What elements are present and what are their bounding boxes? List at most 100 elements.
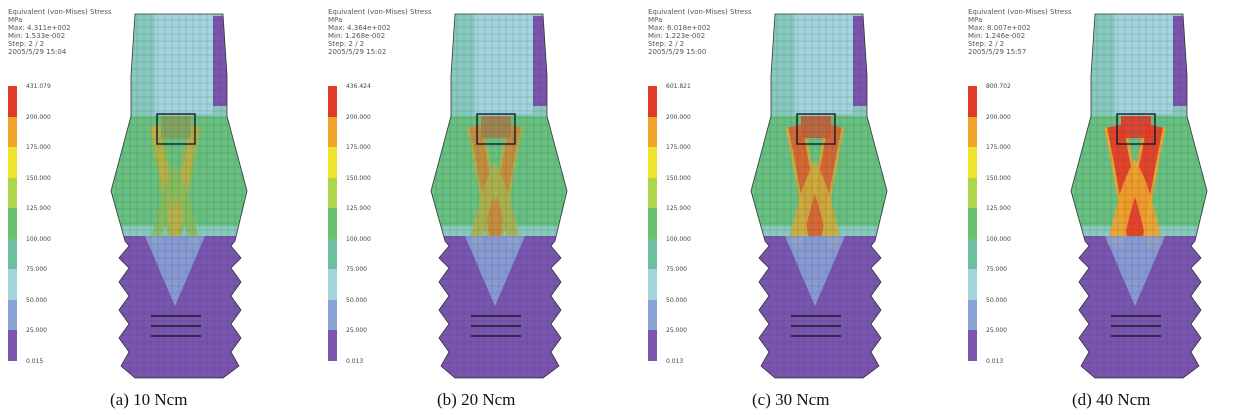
legend-header-line: Min: 1.268e-002: [328, 32, 386, 40]
screw-outline: [471, 113, 521, 337]
legend-swatch: [328, 238, 337, 269]
legend-swatch: [8, 269, 17, 300]
legend-header-line: 2005/5/29 15:57: [968, 48, 1027, 56]
legend-header-line: 2005/5/29 15:00: [648, 48, 707, 56]
panel-caption: (a) 10 Ncm: [110, 390, 188, 409]
legend-header-line: Max: 4.311e+002: [8, 24, 71, 32]
legend-swatch: [8, 86, 17, 117]
legend-header: Equivalent (von-Mises) Stress MPa Max: 8.0…: [968, 8, 1072, 56]
legend-swatch: [328, 86, 337, 117]
legend-header-line: Max: 8.007e+002: [968, 24, 1031, 32]
stress-region-edge: [853, 16, 867, 106]
legend-header-line: MPa: [648, 16, 663, 24]
legend-swatch: [968, 269, 977, 300]
fe-stress-model: [1070, 13, 1208, 379]
legend-tick-label: 0.013: [346, 357, 364, 365]
stress-panel: Equivalent (von-Mises) Stress MPa Max: 6.0…: [640, 0, 950, 415]
stress-region-cone: [785, 236, 845, 306]
legend-swatch: [648, 269, 657, 300]
legend-tick-label: 150.000: [666, 174, 691, 182]
legend-tick-label: 150.000: [26, 174, 51, 182]
legend-tick-label: 75.000: [346, 266, 367, 273]
legend-tick-label: 100.000: [346, 235, 371, 243]
legend-tick-label: 0.013: [666, 357, 684, 365]
legend-swatch: [968, 147, 977, 178]
stress-hotspot: [801, 116, 831, 138]
legend-tick-label: 200.000: [986, 113, 1011, 121]
legend-header-line: Min: 1.246e-002: [968, 32, 1026, 40]
legend-tick-label: 125.000: [346, 205, 371, 212]
legend-swatch: [8, 330, 17, 361]
legend-swatch: [8, 238, 17, 269]
legend-tick-label: 175.000: [986, 144, 1011, 151]
legend-swatch: [648, 238, 657, 269]
legend-tick-label: 25.000: [986, 327, 1007, 334]
legend-header-line: MPa: [968, 16, 983, 24]
legend-header-line: Equivalent (von-Mises) Stress: [328, 8, 432, 16]
legend-tick-label: 200.000: [26, 113, 51, 121]
stress-region-cone: [465, 236, 525, 306]
legend-header-line: Min: 1.223e-002: [648, 32, 706, 40]
legend-tick-label: 50.000: [346, 296, 367, 304]
legend-tick-label: 601.821: [666, 83, 691, 90]
stress-panel: Equivalent (von-Mises) Stress MPa Max: 4.3…: [0, 0, 310, 415]
stress-concentration: [1107, 158, 1163, 248]
legend-swatch: [328, 208, 337, 239]
legend-header-line: Equivalent (von-Mises) Stress: [648, 8, 752, 16]
legend-swatch: [648, 86, 657, 117]
legend-swatch: [648, 299, 657, 330]
legend-header-line: Step: 2 / 2: [968, 40, 1005, 48]
legend-header-line: Step: 2 / 2: [8, 40, 45, 48]
legend-tick-label: 75.000: [986, 266, 1007, 273]
legend-tick-label: 75.000: [26, 266, 47, 273]
stress-region-bore: [795, 14, 853, 114]
legend-tick-label: 175.000: [346, 144, 371, 151]
stress-region-bore: [1115, 14, 1173, 114]
legend-swatch: [328, 299, 337, 330]
legend-swatch: [8, 208, 17, 239]
legend-header-line: 2005/5/29 15:04: [8, 48, 67, 56]
legend-swatch: [328, 147, 337, 178]
legend-swatch: [648, 147, 657, 178]
stress-region-bore: [155, 14, 213, 114]
legend-tick-label: 800.702: [986, 83, 1011, 90]
legend-swatch: [328, 177, 337, 208]
legend-tick-label: 200.000: [346, 113, 371, 121]
legend-tick-label: 25.000: [26, 327, 47, 334]
legend-tick-label: 75.000: [666, 266, 687, 273]
legend-header-line: Equivalent (von-Mises) Stress: [968, 8, 1072, 16]
legend-swatch: [8, 299, 17, 330]
screw-outline: [791, 113, 841, 337]
stress-hotspot: [1121, 116, 1151, 138]
legend-swatch: [648, 208, 657, 239]
legend-tick-label: 125.000: [986, 205, 1011, 212]
legend-header: Equivalent (von-Mises) Stress MPa Max: 6.0…: [648, 8, 752, 56]
legend-swatch: [328, 116, 337, 147]
legend-header-line: Step: 2 / 2: [328, 40, 365, 48]
legend-tick-label: 100.000: [26, 235, 51, 243]
legend-swatch: [648, 116, 657, 147]
panel-caption: (c) 30 Ncm: [752, 390, 830, 409]
legend-tick-label: 50.000: [26, 296, 47, 304]
legend-header-line: MPa: [328, 16, 343, 24]
legend-tick-label: 50.000: [986, 296, 1007, 304]
stress-region-edge: [533, 16, 547, 106]
legend-header-line: Min: 1.533e-002: [8, 32, 66, 40]
legend-swatch: [648, 330, 657, 361]
legend-swatch: [968, 116, 977, 147]
legend-tick-label: 100.000: [666, 235, 691, 243]
legend-tick-label: 50.000: [666, 296, 687, 304]
legend-header: Equivalent (von-Mises) Stress MPa Max: 4.3…: [8, 8, 112, 56]
legend-swatch: [8, 147, 17, 178]
model-outline: [1070, 13, 1208, 379]
fe-stress-model: [430, 13, 568, 379]
stress-panel: Equivalent (von-Mises) Stress MPa Max: 8.0…: [960, 0, 1240, 415]
legend-tick-label: 150.000: [346, 174, 371, 182]
legend-tick-label: 0.015: [26, 357, 44, 365]
stress-region-edge: [213, 16, 227, 106]
stress-concentration: [788, 160, 842, 248]
legend-tick-label: 100.000: [986, 235, 1011, 243]
mesh-grid: [1071, 14, 1207, 378]
legend-swatch: [328, 330, 337, 361]
legend-header-line: Max: 6.018e+002: [648, 24, 711, 32]
